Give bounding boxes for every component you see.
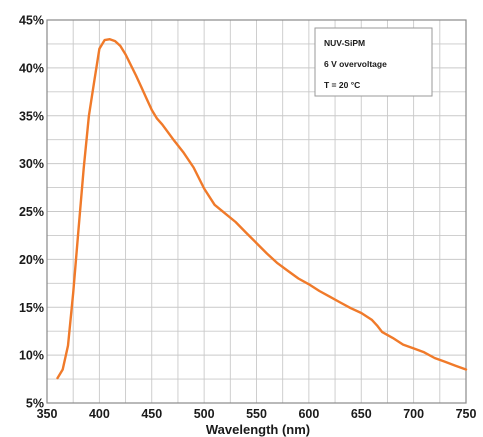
y-tick-label: 35%: [19, 109, 44, 123]
x-tick-label: 750: [456, 407, 477, 421]
y-tick-label: 10%: [19, 349, 44, 363]
x-tick-label: 650: [351, 407, 372, 421]
y-tick-label: 25%: [19, 205, 44, 219]
y-tick-label: 5%: [26, 397, 44, 411]
legend-line-1: NUV-SiPM: [324, 38, 365, 48]
y-axis-tick-labels: 5% 10% 15% 20% 25% 30% 35% 40% 45%: [19, 14, 44, 411]
x-tick-label: 450: [141, 407, 162, 421]
y-tick-label: 40%: [19, 61, 44, 75]
legend-line-2: 6 V overvoltage: [324, 59, 387, 69]
legend-box: NUV-SiPM 6 V overvoltage T = 20 °C: [314, 27, 433, 97]
x-tick-label: 600: [298, 407, 319, 421]
x-tick-label: 550: [246, 407, 267, 421]
x-tick-label: 350: [37, 407, 58, 421]
x-axis-tick-labels: 350 400 450 500 550 600 650 700 750: [37, 407, 477, 421]
y-tick-label: 20%: [19, 253, 44, 267]
y-tick-label: 45%: [19, 14, 44, 28]
y-tick-label: 30%: [19, 157, 44, 171]
legend-line-3: T = 20 °C: [324, 80, 360, 90]
y-tick-label: 15%: [19, 301, 44, 315]
plot-frame: [46, 19, 467, 404]
series-line: [56, 38, 468, 380]
x-tick-label: 700: [403, 407, 424, 421]
x-tick-label: 400: [89, 407, 110, 421]
x-axis-title: Wavelength (nm): [206, 422, 310, 437]
x-tick-label: 500: [194, 407, 215, 421]
